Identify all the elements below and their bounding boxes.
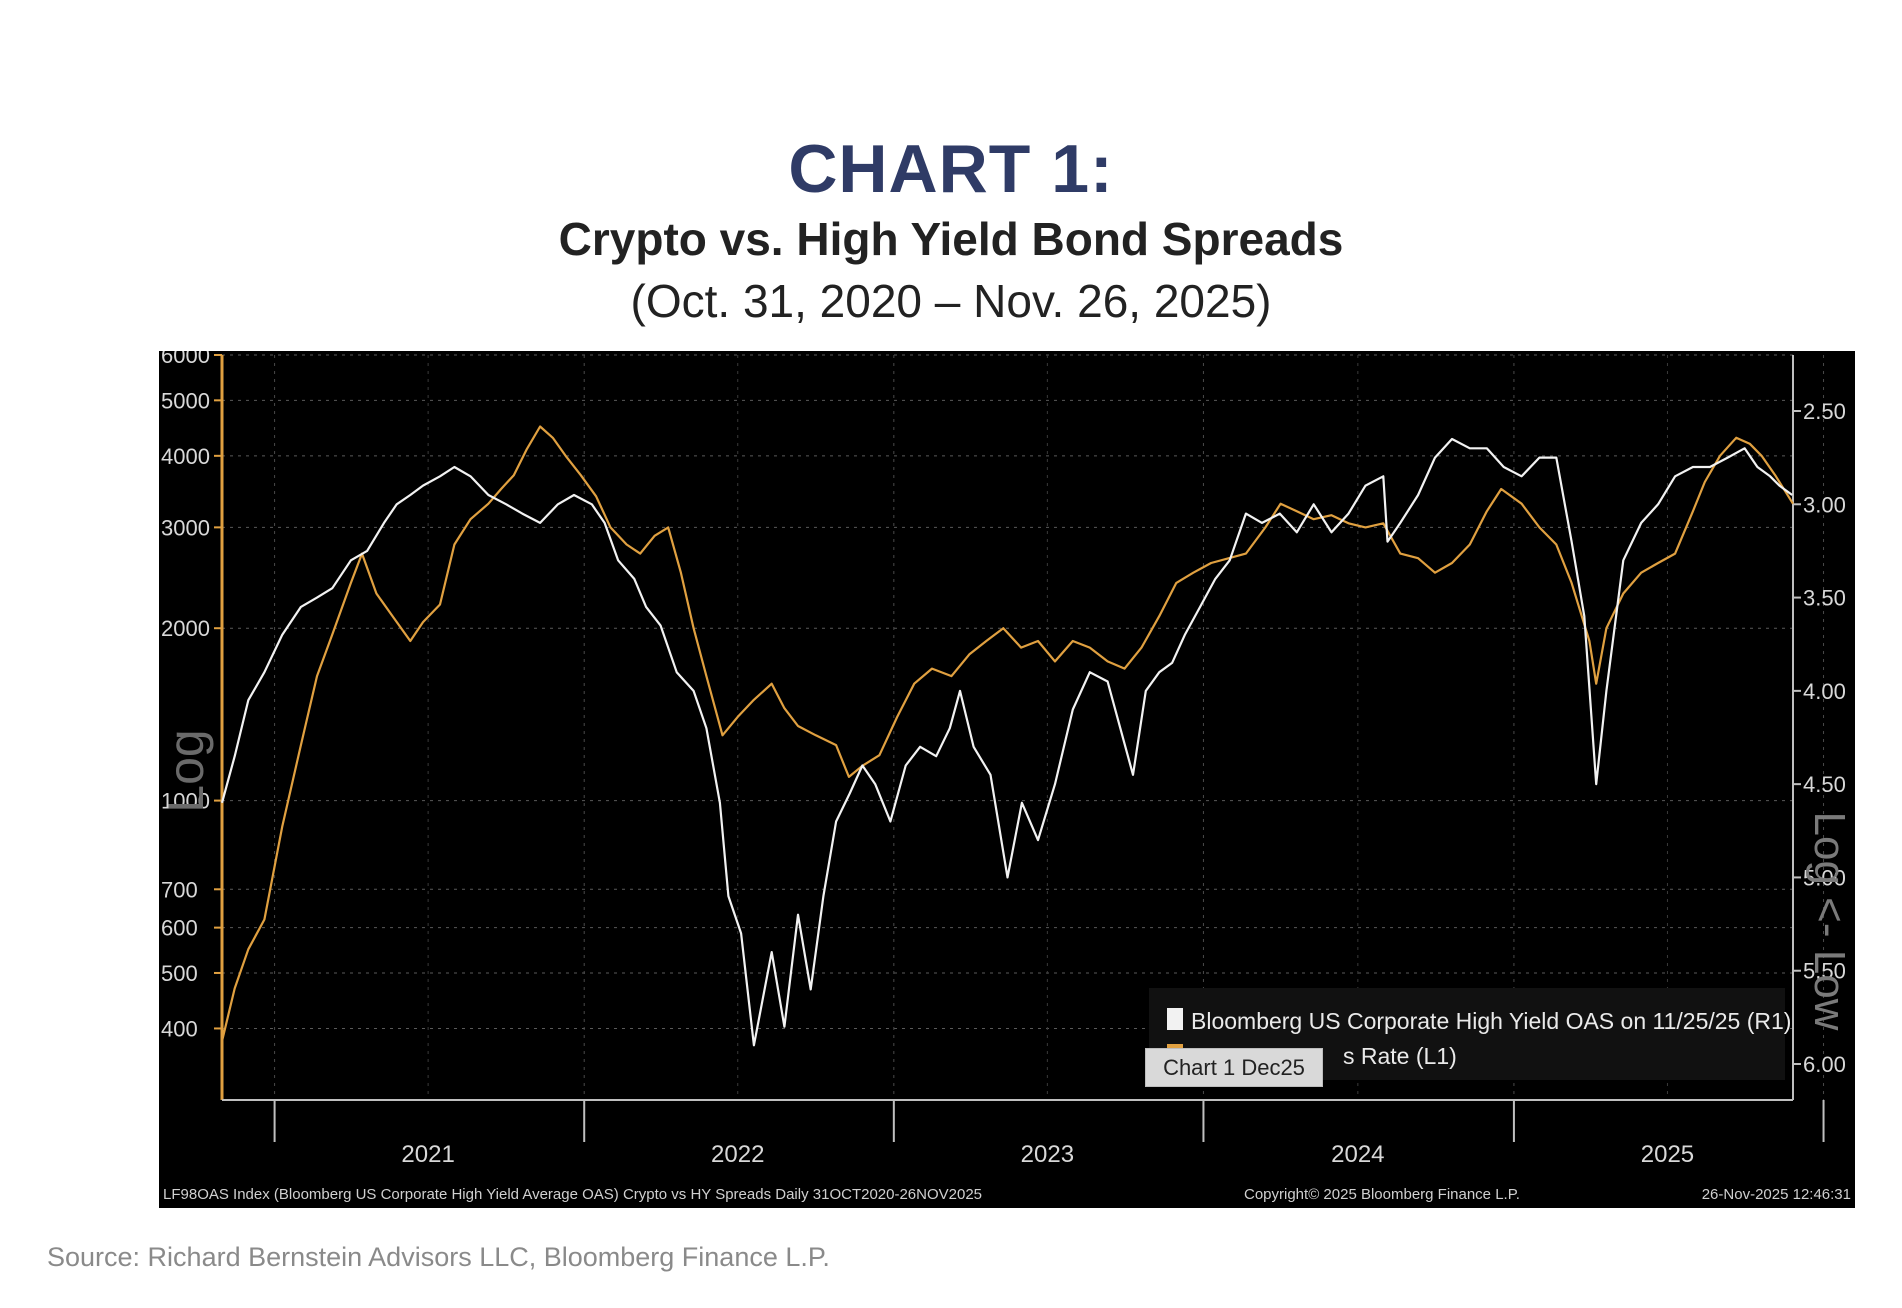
image-tooltip: Chart 1 Dec25 (1145, 1048, 1323, 1087)
chart-date-range: (Oct. 31, 2020 – Nov. 26, 2025) (630, 275, 1272, 327)
bloomberg-copyright: Copyright© 2025 Bloomberg Finance L.P. (1244, 1186, 1520, 1203)
left-tick-label: 400 (161, 1016, 198, 1041)
series-lines (220, 425, 1794, 1047)
axes (220, 355, 1794, 1101)
bloomberg-index-note: LF98OAS Index (Bloomberg US Corporate Hi… (163, 1186, 982, 1203)
right-axis-label: Log <- Low (1805, 812, 1854, 1031)
left-tick-label: 3000 (161, 515, 210, 540)
x-tick-label: 2023 (1021, 1141, 1074, 1168)
legend-label-crypto: s Rate (L1) (1343, 1043, 1457, 1069)
left-tick-label: 4000 (161, 444, 210, 469)
left-tick-label: 500 (161, 961, 198, 986)
left-tick-label: 600 (161, 916, 198, 941)
gridlines (222, 354, 1825, 1100)
left-axis-ticks: 400 500 600 700 1000 2000 3000 4000 5000 6000 (161, 351, 222, 1041)
right-tick-label: 6.00 (1803, 1052, 1846, 1077)
chart-subtitle: Crypto vs. High Yield Bond Spreads (558, 213, 1344, 265)
chart-svg: 400 500 600 700 1000 2000 3000 4000 5000 6000 2.5… (159, 351, 1854, 1203)
series-line-hy-spread (220, 437, 1793, 1047)
left-tick-label: 700 (161, 877, 198, 902)
right-tick-label: 2.50 (1803, 399, 1846, 424)
right-tick-label: 4.00 (1803, 679, 1846, 704)
left-tick-label: 5000 (161, 388, 210, 413)
right-tick-label: 4.50 (1803, 772, 1846, 797)
source-note: Source: Richard Bernstein Advisors LLC, … (47, 1242, 830, 1272)
right-tick-label: 5.50 (1803, 959, 1846, 984)
x-tick-label: 2021 (401, 1141, 454, 1168)
right-tick-label: 3.50 (1803, 586, 1846, 611)
series-line-crypto (220, 425, 1794, 1042)
x-tick-label: 2025 (1641, 1141, 1694, 1168)
right-tick-label: 5.00 (1803, 865, 1846, 890)
right-axis-ticks: 2.50 3.00 3.50 4.00 4.50 5.00 5.50 6.00 (1793, 399, 1846, 1077)
x-axis-ticks: 2021 2022 2023 2024 2025 (273, 1100, 1825, 1168)
x-tick-label: 2024 (1331, 1141, 1384, 1168)
chart-title: CHART 1: (788, 131, 1114, 207)
left-tick-label: 2000 (161, 616, 210, 641)
left-tick-label: 1000 (161, 789, 210, 814)
chart-panel: 400 500 600 700 1000 2000 3000 4000 5000 6000 2.5… (159, 351, 1855, 1208)
legend-swatch-hy-spread (1167, 1008, 1183, 1030)
left-tick-label: 6000 (161, 351, 210, 368)
bloomberg-timestamp: 26-Nov-2025 12:46:31 (1702, 1186, 1851, 1203)
legend-label-hy-spread: Bloomberg US Corporate High Yield OAS on… (1191, 1008, 1791, 1034)
left-axis-label: Log (159, 729, 214, 812)
right-tick-label: 3.00 (1803, 492, 1846, 517)
x-tick-label: 2022 (711, 1141, 764, 1168)
